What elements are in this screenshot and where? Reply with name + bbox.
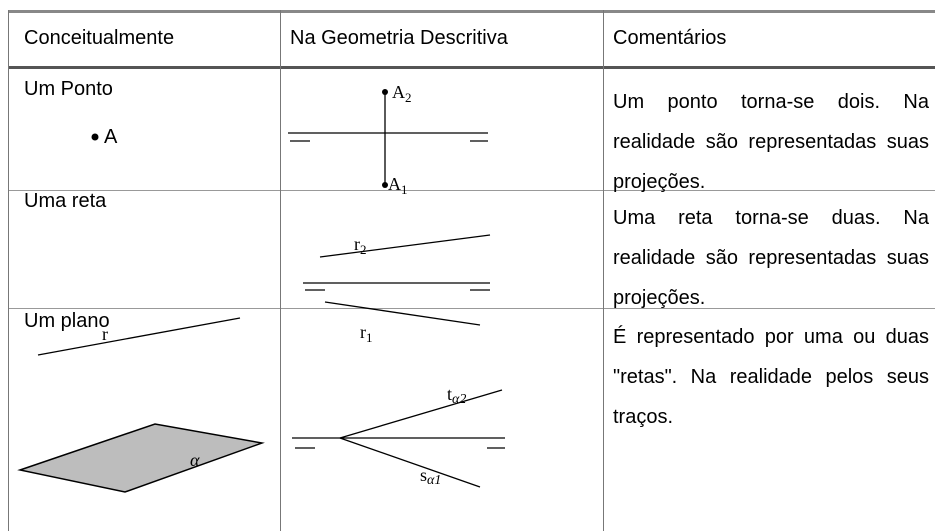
plane bbox=[17, 423, 265, 493]
label: r2 bbox=[354, 234, 367, 257]
point bbox=[91, 133, 99, 141]
label: r1 bbox=[360, 322, 373, 345]
concept: Um plano bbox=[24, 310, 110, 332]
trace-line bbox=[339, 389, 503, 439]
label: tα2 bbox=[447, 384, 466, 407]
point bbox=[382, 89, 388, 95]
border bbox=[8, 66, 935, 69]
line bbox=[37, 317, 241, 356]
point-label: A bbox=[104, 126, 118, 148]
header: Na Geometria Descritiva bbox=[290, 27, 508, 49]
border bbox=[280, 10, 281, 531]
border bbox=[8, 10, 935, 13]
label: r bbox=[102, 324, 108, 344]
label: A2 bbox=[392, 82, 412, 105]
label: sα1 bbox=[420, 465, 441, 488]
concept: Uma reta bbox=[24, 190, 107, 212]
comment: É representado por uma ou duas "retas". … bbox=[613, 326, 929, 428]
label: α bbox=[190, 450, 200, 470]
border bbox=[603, 10, 604, 531]
label: A1 bbox=[388, 174, 408, 197]
line bbox=[319, 234, 491, 258]
comment: Um ponto torna-se dois. Na realidade são… bbox=[613, 91, 929, 193]
point bbox=[382, 182, 388, 188]
line bbox=[324, 301, 481, 326]
border bbox=[8, 10, 9, 531]
header: Conceitualmente bbox=[24, 27, 175, 49]
border bbox=[8, 190, 935, 191]
border bbox=[8, 308, 935, 309]
comment: Uma reta torna-se duas. Na realidade são… bbox=[613, 207, 929, 309]
trace-line bbox=[339, 437, 481, 488]
concept: Um Ponto bbox=[24, 78, 113, 100]
header: Comentários bbox=[613, 27, 727, 49]
